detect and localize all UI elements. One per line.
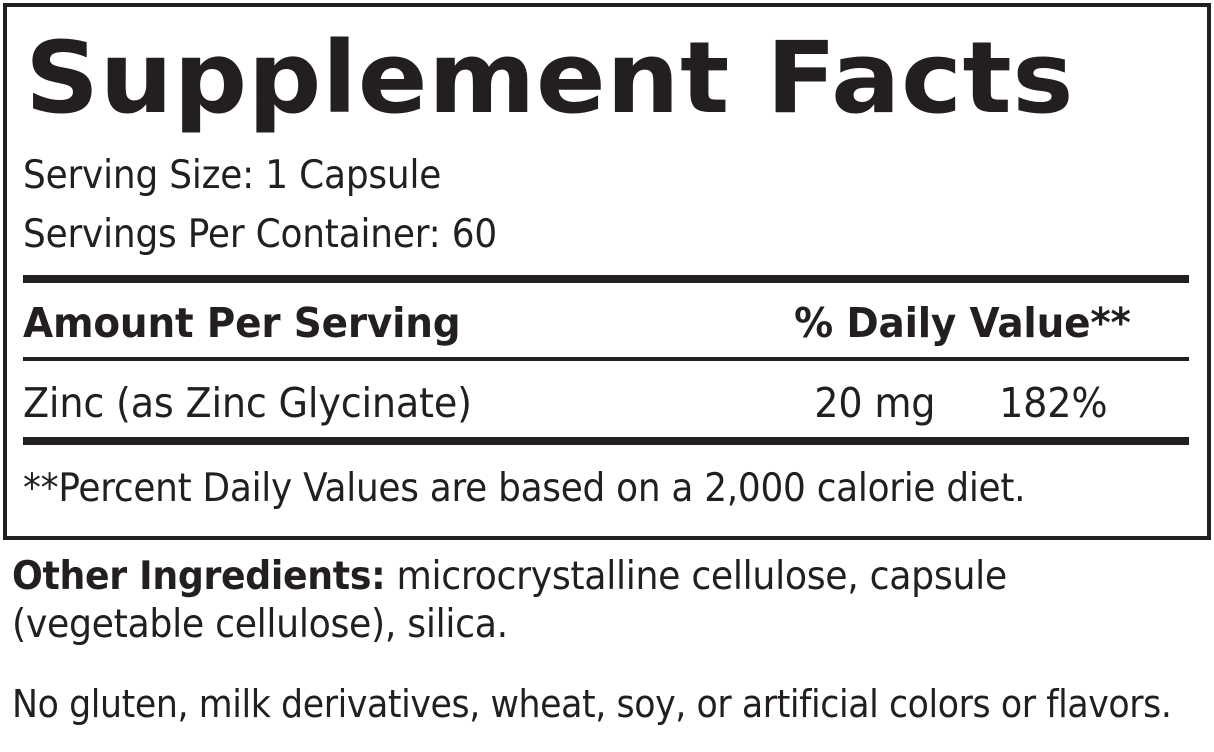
table-row: Zinc (as Zinc Glycinate) 20 mg 182% (23, 379, 1108, 427)
amount-per-serving-header: Amount Per Serving (23, 299, 461, 347)
rule-below-nutrient-row (23, 437, 1189, 445)
panel-title: Supplement Facts (25, 21, 1075, 136)
other-ingredients-paragraph: Other Ingredients: microcrystalline cell… (12, 553, 1202, 649)
rule-below-servings (23, 275, 1189, 283)
supplement-facts-panel: Supplement Facts Serving Size: 1 Capsule… (3, 3, 1211, 540)
nutrient-name: Zinc (as Zinc Glycinate) (23, 379, 472, 427)
table-header-row: Amount Per Serving % Daily Value** (23, 303, 1131, 344)
panel-inner: Supplement Facts Serving Size: 1 Capsule… (7, 7, 1207, 536)
nutrient-amount: 20 mg (814, 379, 936, 427)
other-ingredients-label: Other Ingredients: (12, 554, 386, 599)
servings-per-container-line: Servings Per Container: 60 (23, 212, 498, 257)
serving-size-line: Serving Size: 1 Capsule (23, 153, 442, 198)
daily-value-footnote: **Percent Daily Values are based on a 2,… (23, 466, 1026, 511)
rule-below-header (23, 357, 1189, 361)
daily-value-header: % Daily Value** (794, 299, 1131, 347)
other-ingredients-text: microcrystalline cellulose, capsule (veg… (12, 554, 1007, 647)
allergen-statement: No gluten, milk derivatives, wheat, soy,… (12, 682, 1172, 726)
nutrient-daily-value: 182% (999, 379, 1108, 427)
label-footer: Other Ingredients: microcrystalline cell… (12, 553, 1204, 723)
